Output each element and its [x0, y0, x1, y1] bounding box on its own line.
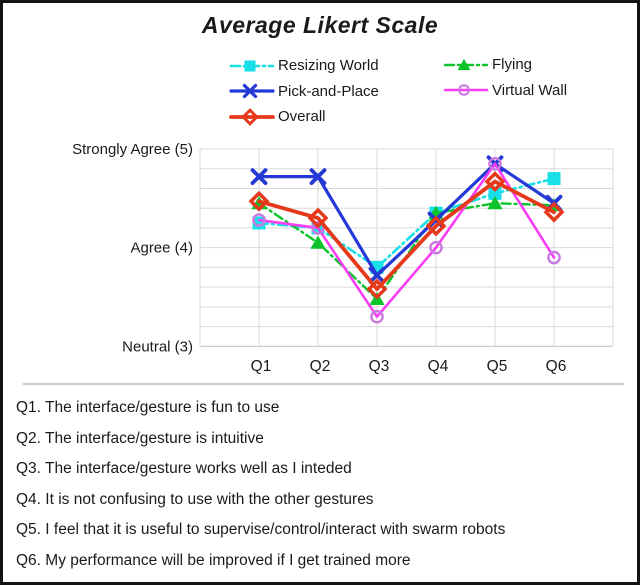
pick-and-place-legend-sample [229, 84, 275, 99]
x-marker-icon [242, 84, 258, 99]
triangle-marker-icon [457, 58, 471, 70]
question-item: Q2. The interface/gesture is intuitive [16, 429, 264, 447]
circle-marker-icon [547, 250, 561, 265]
diamond-marker-icon [248, 190, 270, 212]
x-axis-tick-label: Q3 [369, 358, 390, 375]
circle-marker-icon [311, 221, 325, 235]
legend-item-resizing-world: Resizing World [229, 53, 379, 79]
series-virtual-wall [252, 156, 561, 324]
legend-label: Flying [492, 56, 533, 74]
legend-column-right: Flying Virtual Wall [443, 52, 567, 103]
likert-line-chart: Strongly Agree (5) Agree (4) Neutral (3) Q1… [72, 141, 614, 375]
series-line [257, 177, 556, 269]
virtual-wall-legend-sample [443, 84, 489, 97]
legend-label: Resizing World [278, 57, 379, 75]
legend-item-overall: Overall [229, 104, 379, 130]
x-marker-icon [250, 168, 268, 186]
x-axis-tick-label: Q1 [251, 358, 272, 375]
x-marker-icon [368, 266, 386, 284]
question-item: Q1. The interface/gesture is fun to use [16, 399, 280, 416]
flying-legend-sample [443, 58, 489, 70]
series-line [257, 202, 556, 301]
diamond-marker-icon [543, 201, 565, 223]
diamond-marker-icon [241, 107, 259, 126]
series-overall [248, 171, 565, 300]
y-axis-tick-label: Agree (4) [130, 240, 193, 257]
gridlines [199, 148, 614, 347]
legend-item-flying: Flying [443, 52, 567, 78]
series-line [257, 162, 556, 277]
triangle-marker-icon [310, 235, 326, 249]
x-axis-tick-label: Q5 [487, 358, 508, 375]
x-axis-tick-label: Q6 [546, 358, 567, 375]
square-marker-icon [547, 172, 561, 186]
resizing-world-legend-sample [229, 60, 275, 72]
question-item: Q3. The interface/gesture works well as … [16, 460, 352, 478]
legend-column-left: Resizing World Pick-and-Place Overall [229, 53, 379, 130]
question-item: Q5. I feel that it is useful to supervis… [16, 521, 506, 539]
diamond-marker-icon [307, 207, 329, 229]
overall-legend-sample [229, 107, 275, 126]
x-axis-tick-label: Q2 [310, 358, 331, 375]
series-line [257, 162, 556, 319]
legend-label: Virtual Wall [492, 81, 568, 99]
legend-item-pick-and-place: Pick-and-Place [229, 79, 379, 105]
legend-label: Overall [278, 108, 326, 126]
diamond-marker-icon [484, 171, 506, 193]
chart-title: Average Likert Scale [201, 12, 439, 38]
y-axis-tick-label: Strongly Agree (5) [72, 141, 193, 158]
legend-item-virtual-wall: Virtual Wall [443, 78, 567, 104]
circle-marker-icon [458, 84, 470, 97]
x-marker-icon [309, 168, 327, 186]
circle-marker-icon [429, 240, 443, 255]
divider [23, 383, 624, 385]
circle-marker-icon [252, 213, 266, 227]
circle-marker-icon [370, 309, 384, 324]
legend-label: Pick-and-Place [278, 82, 379, 100]
question-list: Q1. The interface/gesture is fun to use Q… [16, 393, 629, 577]
square-marker-icon [488, 186, 502, 200]
x-axis-tick-label: Q4 [428, 358, 449, 375]
triangle-marker-icon [487, 196, 503, 210]
question-item: Q4. It is not confusing to use with the … [16, 490, 374, 508]
diamond-marker-icon [425, 215, 447, 237]
series-pick-and-place [250, 155, 563, 284]
series-line [257, 179, 556, 291]
diamond-marker-icon [366, 278, 388, 300]
circle-marker-icon [488, 156, 502, 171]
question-item: Q6. My performance will be improved if I… [16, 551, 411, 569]
square-marker-icon [244, 60, 256, 72]
y-axis-tick-label: Neutral (3) [122, 338, 193, 355]
